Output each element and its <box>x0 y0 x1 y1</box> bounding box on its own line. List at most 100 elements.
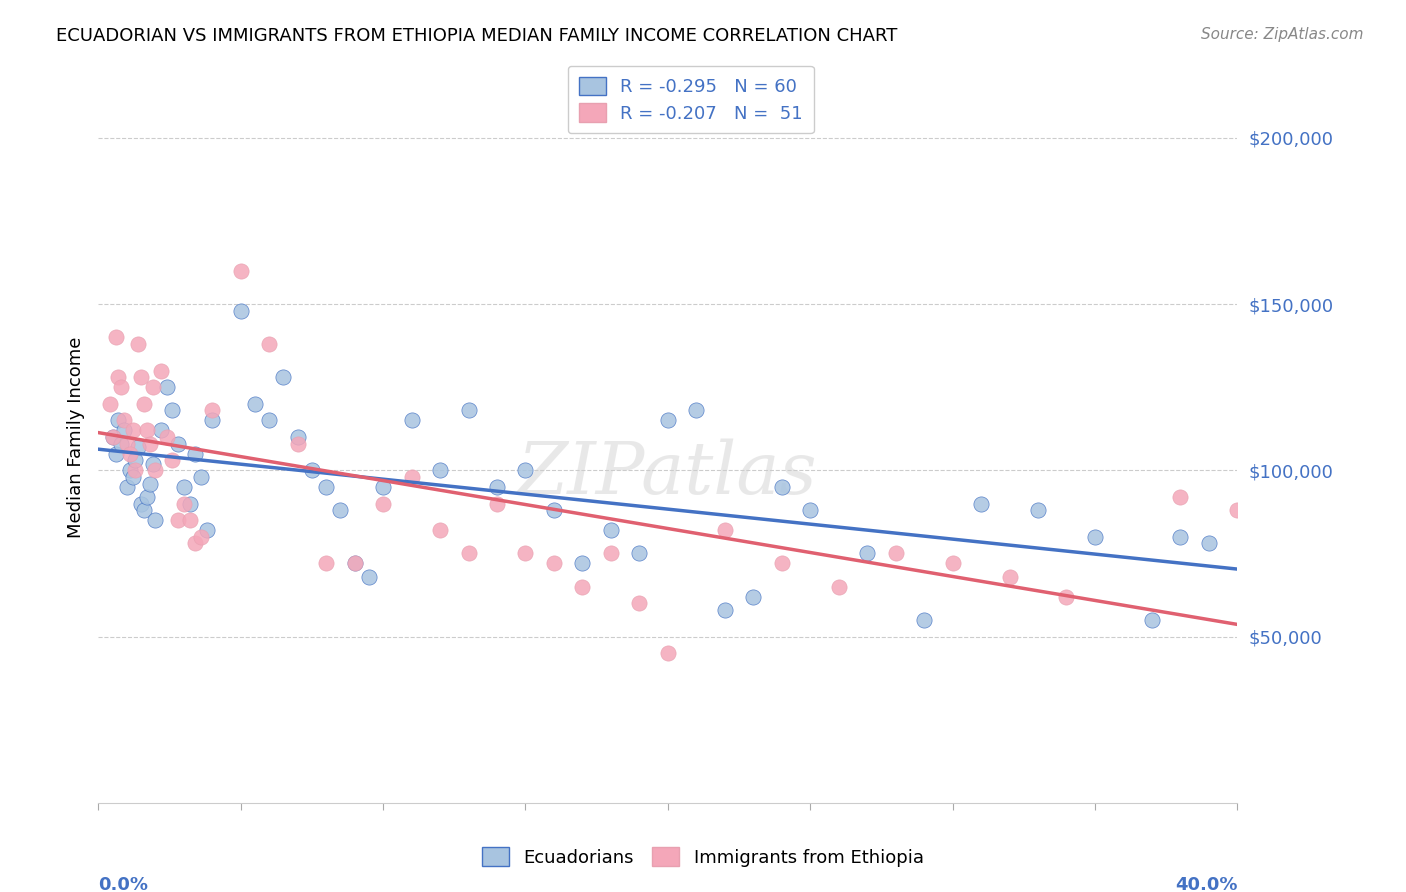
Point <box>107 370 129 384</box>
Point <box>135 490 157 504</box>
Legend: R = -0.295   N = 60, R = -0.207   N =  51: R = -0.295 N = 60, R = -0.207 N = 51 <box>568 66 814 133</box>
Point <box>373 497 395 511</box>
Point <box>714 523 737 537</box>
Point <box>141 457 163 471</box>
Point <box>828 580 851 594</box>
Point <box>167 436 190 450</box>
Point <box>135 424 157 438</box>
Point <box>457 546 479 560</box>
Point <box>401 413 423 427</box>
Point <box>429 463 451 477</box>
Y-axis label: Median Family Income: Median Family Income <box>66 336 84 538</box>
Point <box>101 430 124 444</box>
Point <box>138 476 160 491</box>
Point <box>742 590 765 604</box>
Text: ECUADORIAN VS IMMIGRANTS FROM ETHIOPIA MEDIAN FAMILY INCOME CORRELATION CHART: ECUADORIAN VS IMMIGRANTS FROM ETHIOPIA M… <box>56 27 897 45</box>
Point <box>657 413 679 427</box>
Point <box>162 453 184 467</box>
Point <box>150 424 173 438</box>
Point <box>173 497 195 511</box>
Point <box>343 557 366 571</box>
Point <box>315 480 337 494</box>
Point <box>112 413 135 427</box>
Point <box>1026 503 1049 517</box>
Point <box>179 513 201 527</box>
Point <box>770 480 793 494</box>
Point <box>357 570 380 584</box>
Point <box>156 430 179 444</box>
Point <box>107 413 129 427</box>
Point <box>1140 613 1163 627</box>
Point <box>259 337 281 351</box>
Point <box>942 557 965 571</box>
Point <box>145 463 167 477</box>
Point <box>1226 503 1249 517</box>
Point <box>121 470 143 484</box>
Point <box>1170 530 1192 544</box>
Point <box>110 380 132 394</box>
Point <box>571 557 593 571</box>
Point <box>195 523 218 537</box>
Point <box>124 463 146 477</box>
Point <box>121 424 143 438</box>
Text: ZIPatlas: ZIPatlas <box>517 438 818 509</box>
Point <box>856 546 879 560</box>
Point <box>600 523 623 537</box>
Point <box>132 397 155 411</box>
Point <box>98 397 121 411</box>
Point <box>657 646 679 660</box>
Point <box>129 497 152 511</box>
Point <box>127 337 149 351</box>
Point <box>184 447 207 461</box>
Point <box>156 380 179 394</box>
Point <box>343 557 366 571</box>
Point <box>301 463 323 477</box>
Point <box>486 497 509 511</box>
Point <box>543 503 565 517</box>
Point <box>429 523 451 537</box>
Point <box>628 596 651 610</box>
Point <box>112 424 135 438</box>
Point <box>129 370 152 384</box>
Point <box>184 536 207 550</box>
Point <box>101 430 124 444</box>
Point <box>770 557 793 571</box>
Point <box>229 264 252 278</box>
Point <box>118 463 141 477</box>
Point <box>401 470 423 484</box>
Point <box>190 470 212 484</box>
Point <box>628 546 651 560</box>
Point <box>167 513 190 527</box>
Point <box>118 447 141 461</box>
Point <box>287 436 309 450</box>
Point <box>162 403 184 417</box>
Point <box>201 403 224 417</box>
Point <box>104 330 127 344</box>
Point <box>799 503 821 517</box>
Text: 40.0%: 40.0% <box>1175 876 1237 892</box>
Point <box>600 546 623 560</box>
Point <box>912 613 935 627</box>
Legend: Ecuadorians, Immigrants from Ethiopia: Ecuadorians, Immigrants from Ethiopia <box>475 840 931 874</box>
Point <box>515 463 537 477</box>
Point <box>714 603 737 617</box>
Point <box>115 436 138 450</box>
Point <box>315 557 337 571</box>
Point <box>970 497 993 511</box>
Point <box>190 530 212 544</box>
Point <box>127 440 149 454</box>
Point <box>329 503 352 517</box>
Point <box>259 413 281 427</box>
Point <box>998 570 1021 584</box>
Point <box>457 403 479 417</box>
Point <box>115 480 138 494</box>
Point <box>110 436 132 450</box>
Point <box>173 480 195 494</box>
Point <box>104 447 127 461</box>
Point <box>138 436 160 450</box>
Point <box>141 380 163 394</box>
Point <box>150 363 173 377</box>
Point <box>1084 530 1107 544</box>
Point <box>201 413 224 427</box>
Point <box>685 403 707 417</box>
